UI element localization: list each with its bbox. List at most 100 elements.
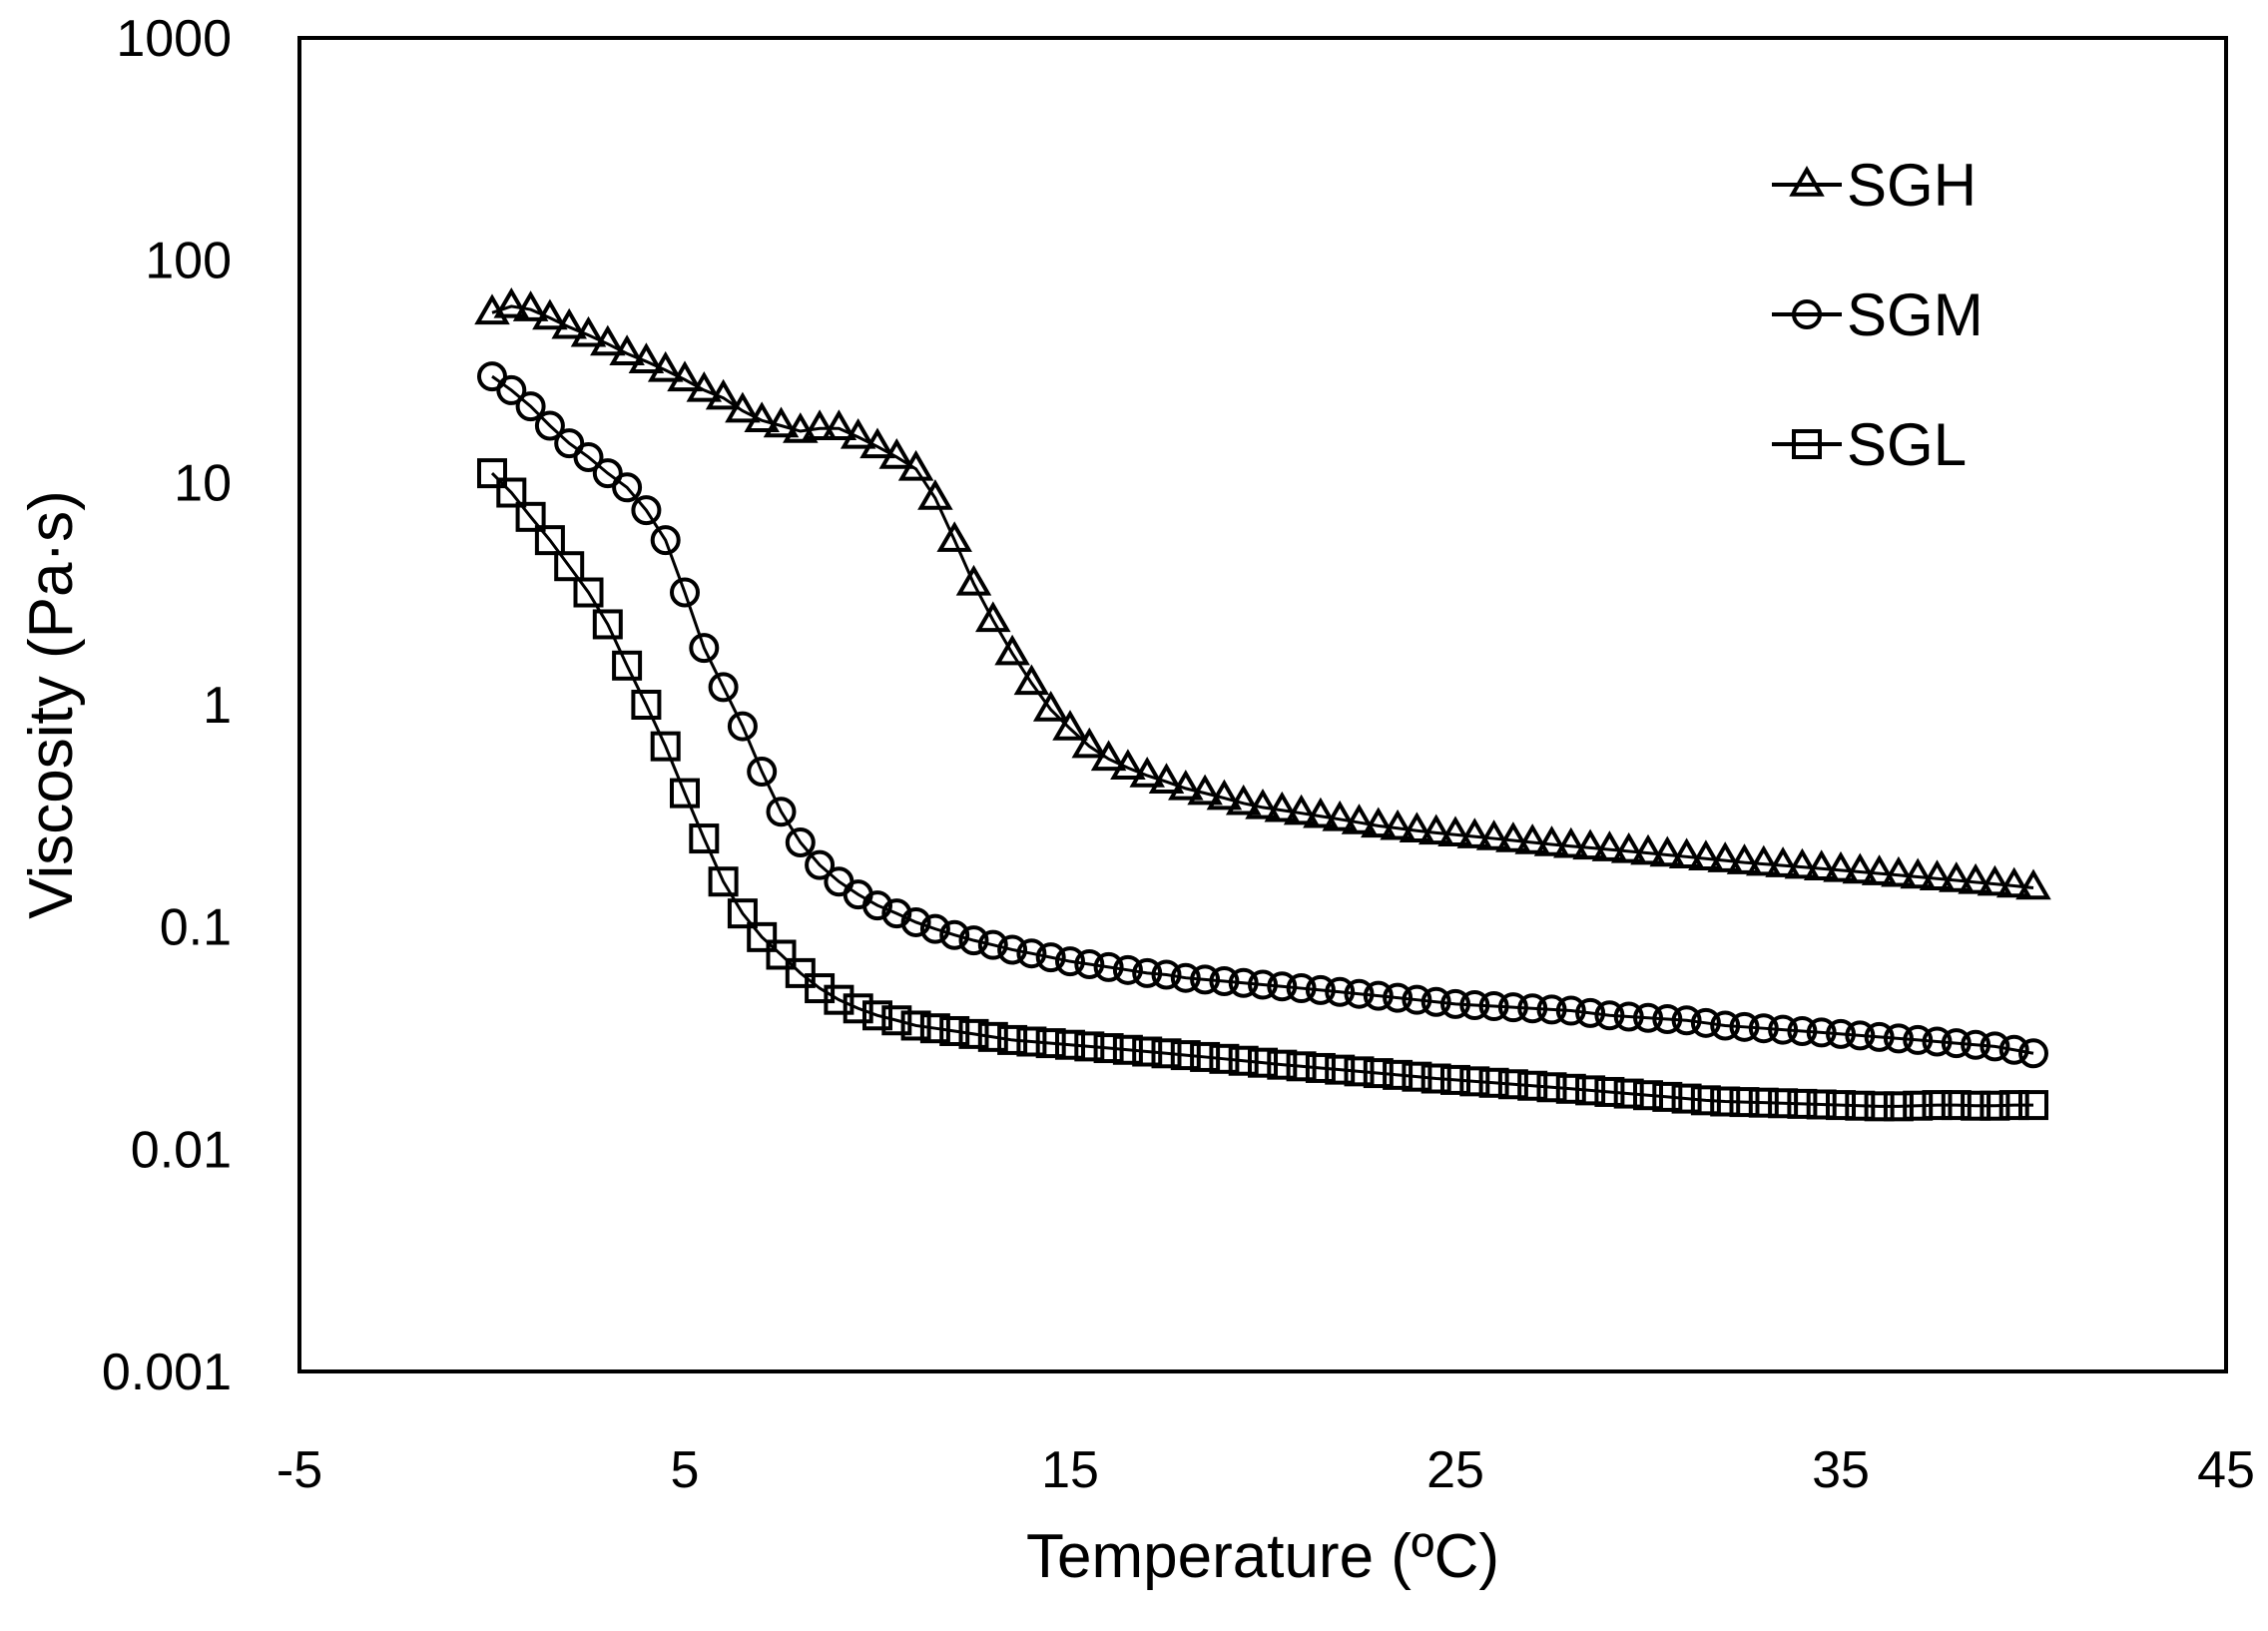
data-point (650, 525, 681, 556)
data-point (1861, 854, 1898, 885)
data-point (1459, 1066, 1490, 1097)
legend-marker (1789, 166, 1825, 197)
legend-label: SGM (1847, 281, 1984, 348)
data-point (783, 412, 819, 443)
data-point (878, 438, 915, 469)
data-point (1495, 821, 1531, 852)
data-point (727, 711, 758, 742)
data-point (551, 307, 587, 339)
data-point (1399, 812, 1435, 843)
data-point (919, 1013, 950, 1044)
data-point (477, 458, 507, 489)
data-point (1998, 1090, 2029, 1121)
data-point (785, 827, 816, 858)
data-point (1440, 988, 1470, 1019)
data-point (1961, 1090, 1991, 1121)
data-point (747, 757, 778, 788)
data-point (1074, 948, 1105, 979)
data-point (1707, 841, 1743, 872)
data-point (1344, 1056, 1375, 1087)
data-point (1980, 1031, 2010, 1062)
data-point (1168, 769, 1204, 801)
data-point (1363, 980, 1394, 1011)
data-point (1553, 826, 1589, 858)
data-point (1248, 1047, 1278, 1078)
data-point (1919, 859, 1956, 890)
data-point (1129, 757, 1165, 788)
data-point (1170, 1040, 1201, 1071)
legend-item-sgm: SGM (1772, 281, 1984, 348)
data-point (1922, 1026, 1953, 1057)
data-point (955, 564, 992, 596)
data-point (1016, 938, 1047, 969)
data-point (1035, 942, 1066, 973)
data-point (1112, 1034, 1143, 1065)
data-point (1228, 1045, 1259, 1076)
data-point (1630, 833, 1666, 865)
data-point (1420, 1063, 1451, 1094)
data-point (1383, 1059, 1414, 1090)
data-point (1961, 1029, 1991, 1060)
data-point (997, 934, 1028, 965)
data-point (670, 577, 700, 608)
y-tick-label: 1 (203, 677, 232, 735)
data-point (975, 601, 1011, 633)
data-point (708, 672, 739, 703)
data-point (1286, 1051, 1317, 1082)
data-point (1536, 1072, 1567, 1103)
data-point (1688, 839, 1724, 870)
series-sgm (477, 361, 2048, 1069)
y-tick-label: 1000 (116, 10, 232, 68)
data-point (1110, 749, 1146, 780)
data-point (1864, 1091, 1895, 1122)
series-line (491, 374, 2034, 1055)
data-point (958, 1018, 989, 1049)
legend-label: SGH (1847, 152, 1977, 219)
data-point (1977, 864, 2013, 896)
data-point (1093, 1033, 1124, 1064)
data-point (1478, 1067, 1509, 1098)
data-point (1710, 1010, 1741, 1041)
data-point (1746, 844, 1782, 876)
data-point (1267, 971, 1298, 1002)
legend-item-sgh: SGH (1772, 152, 1977, 219)
data-point (725, 391, 761, 423)
y-tick-label: 0.1 (160, 899, 232, 957)
data-point (1383, 982, 1414, 1013)
data-point (805, 849, 836, 880)
x-tick-label: 45 (2197, 1441, 2255, 1499)
data-point (821, 409, 857, 440)
data-point (1826, 1090, 1856, 1121)
legend: SGH SGM SGL (1772, 152, 1984, 478)
data-point (1016, 1026, 1047, 1057)
data-point (1341, 804, 1378, 834)
data-point (897, 449, 934, 481)
plot-area-frame (297, 36, 2228, 1373)
data-point (1402, 1061, 1432, 1092)
data-point (727, 898, 758, 929)
y-tick-label: 100 (145, 233, 232, 290)
data-point (670, 778, 700, 809)
data-point (1209, 1043, 1240, 1074)
data-point (1806, 1017, 1837, 1048)
data-point (1803, 849, 1840, 880)
data-point (1748, 1087, 1779, 1118)
data-point (1668, 837, 1705, 869)
data-point (1903, 1090, 1934, 1121)
data-point (802, 409, 838, 440)
data-point (1995, 866, 2032, 898)
data-point (763, 406, 800, 438)
data-point (1052, 710, 1088, 741)
data-point (1903, 1024, 1934, 1055)
data-point (1402, 984, 1432, 1015)
data-point (1575, 1075, 1606, 1106)
data-point (1652, 1003, 1683, 1034)
data-point (1939, 861, 1975, 892)
data-point (1784, 847, 1821, 879)
data-point (1613, 1001, 1644, 1032)
data-point (994, 634, 1030, 666)
data-point (1768, 1088, 1799, 1119)
data-point (1497, 1069, 1528, 1100)
data-point (1883, 1091, 1914, 1122)
